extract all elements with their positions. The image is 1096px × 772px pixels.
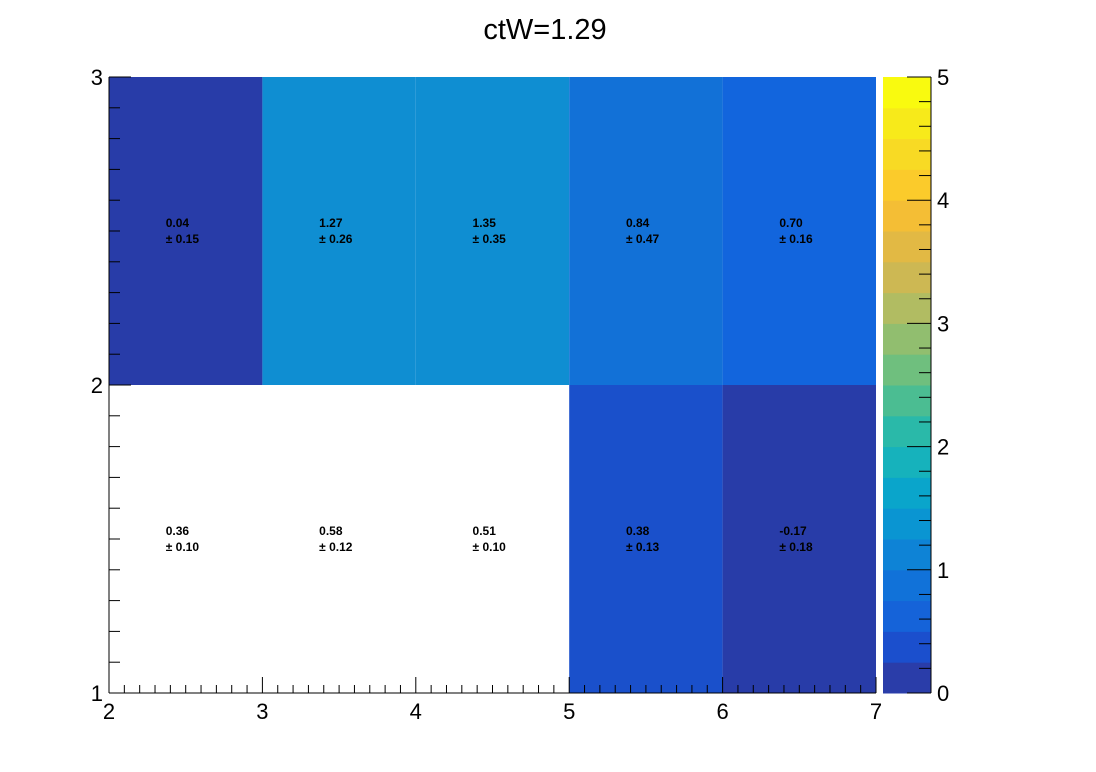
- color-scale-band: [883, 600, 931, 632]
- heatmap-cell: [415, 385, 570, 693]
- color-scale-band: [883, 415, 931, 448]
- x-tick-label: 6: [716, 699, 728, 724]
- color-scale-band: [883, 261, 931, 294]
- color-scale-band: [883, 631, 931, 663]
- cell-error-label: ± 0.10: [166, 540, 200, 554]
- color-scale-band: [883, 323, 931, 355]
- heatmap-cell: [109, 77, 263, 385]
- color-scale-band: [883, 662, 931, 694]
- chart-title: ctW=1.29: [483, 14, 606, 46]
- color-scale-band: [883, 446, 931, 478]
- heatmap-cell: [569, 77, 723, 385]
- color-scale-band: [883, 477, 931, 509]
- cell-value-label: 0.04: [166, 216, 190, 230]
- y-tick-label: 2: [91, 373, 103, 398]
- heatmap-cells: [109, 77, 876, 693]
- heatmap-cell: [109, 385, 263, 693]
- heatmap-cell: [415, 77, 570, 385]
- color-scale-band: [883, 231, 931, 263]
- color-scale-label: 1: [937, 558, 949, 583]
- cell-value-label: 0.70: [779, 216, 803, 230]
- cell-error-label: ± 0.15: [166, 232, 200, 246]
- cell-error-label: ± 0.13: [626, 540, 660, 554]
- cell-value-label: 0.51: [473, 524, 497, 538]
- heatmap-cell: [722, 385, 876, 693]
- x-tick-label: 5: [563, 699, 575, 724]
- cell-value-label: 1.27: [319, 216, 343, 230]
- cell-error-label: ± 0.26: [319, 232, 353, 246]
- cell-error-label: ± 0.16: [779, 232, 813, 246]
- color-scale-band: [883, 200, 931, 232]
- color-scale-band: [883, 77, 931, 109]
- heatmap-cell: [722, 77, 876, 385]
- heatmap-cell: [569, 385, 723, 693]
- x-tick-label: 7: [870, 699, 882, 724]
- x-tick-label: 3: [256, 699, 268, 724]
- cell-value-label: 0.84: [626, 216, 650, 230]
- cell-value-label: 0.36: [166, 524, 190, 538]
- color-scale-label: 3: [937, 311, 949, 336]
- cell-value-label: 1.35: [473, 216, 497, 230]
- color-scale-band: [883, 569, 931, 602]
- cell-error-label: ± 0.47: [626, 232, 660, 246]
- color-scale-label: 4: [937, 188, 949, 213]
- color-scale-label: 0: [937, 681, 949, 706]
- x-tick-label: 4: [410, 699, 422, 724]
- color-scale-band: [883, 539, 931, 571]
- y-tick-label: 3: [91, 65, 103, 90]
- cell-error-label: ± 0.12: [319, 540, 353, 554]
- color-scale-band: [883, 292, 931, 324]
- cell-error-label: ± 0.18: [779, 540, 813, 554]
- heatmap-cell: [262, 385, 416, 693]
- color-scale-band: [883, 385, 931, 417]
- color-scale-band: [883, 107, 931, 140]
- color-scale-band: [883, 354, 931, 386]
- cell-value-label: -0.17: [779, 524, 807, 538]
- y-tick-label: 1: [91, 681, 103, 706]
- cell-value-label: 0.58: [319, 524, 343, 538]
- color-scale-band: [883, 138, 931, 170]
- cell-error-label: ± 0.35: [473, 232, 507, 246]
- x-tick-label: 2: [103, 699, 115, 724]
- color-scale-label: 5: [937, 65, 949, 90]
- color-scale-band: [883, 508, 931, 540]
- cell-value-label: 0.38: [626, 524, 650, 538]
- cell-labels: 0.04 ± 0.15 1.27 ± 0.26 1.35 ± 0.35 0.84 ± 0.47…: [166, 216, 813, 554]
- color-scale-band: [883, 169, 931, 201]
- color-scale-label: 2: [937, 435, 949, 460]
- cell-error-label: ± 0.10: [473, 540, 507, 554]
- color-scale: 0 1 2 3 4 5: [883, 65, 949, 706]
- heatmap-cell: [262, 77, 416, 385]
